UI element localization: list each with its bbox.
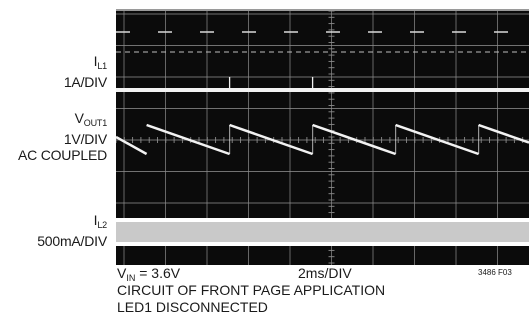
vout1-ramp [312,123,397,156]
circuit-caption: CIRCUIT OF FRONT PAGE APPLICATION [117,282,386,298]
vout1-scale: 1V/DIV [63,131,107,147]
il2-band [116,218,529,246]
il2-band-top [116,218,529,222]
vout1-ramp [229,123,314,156]
il2-name: IL2 [93,212,108,230]
il2-band-bottom [116,242,529,246]
vout1-coupling: AC COUPLED [17,147,107,163]
vout1-ramp [146,123,231,156]
vout1-label: VOUT1 1V/DIV AC COUPLED [18,110,107,163]
figure-code: 3486 F03 [478,268,512,277]
vout1-ramp [116,135,148,156]
il2-label: IL2 500mA/DIV [37,212,107,249]
timebase-caption: 2ms/DIV [298,265,352,281]
oscilloscope-screen [116,9,529,265]
vout1-ramp [478,123,529,144]
vin-caption: VIN = 3.6V [117,265,181,283]
il1-name: IL1 [93,53,108,71]
scope-plot [116,11,529,265]
vout1-name: VOUT1 [74,110,108,128]
il2-scale: 500mA/DIV [37,233,107,249]
il1-label: IL1 1A/DIV [64,53,107,90]
il1-scale: 1A/DIV [63,74,107,90]
led-caption: LED1 DISCONNECTED [117,299,268,315]
vout1-ramp [395,123,480,156]
